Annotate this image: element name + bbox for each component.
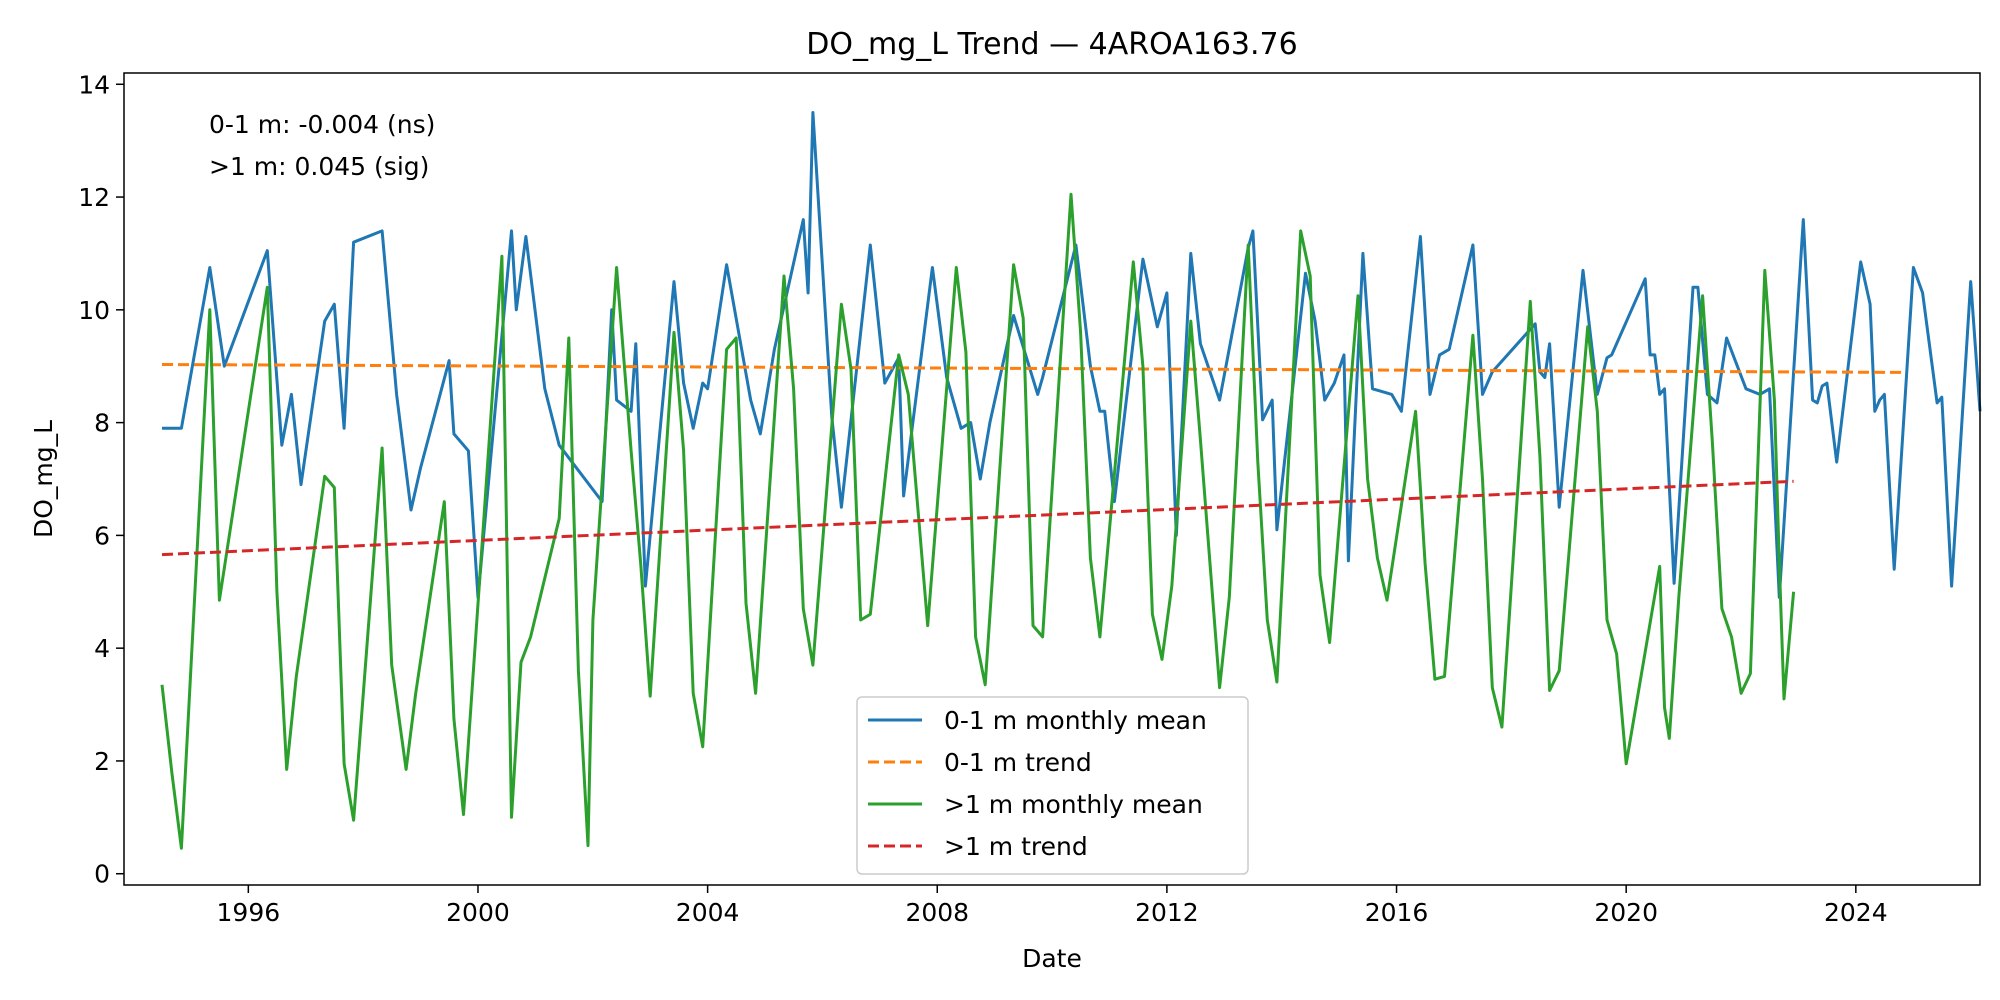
- legend-label-deep-trend: >1 m trend: [944, 832, 1088, 861]
- series-deep-trend: [161, 479, 1794, 557]
- legend-label-deep-mean: >1 m monthly mean: [944, 790, 1203, 819]
- x-tick-label: 2016: [1365, 898, 1429, 927]
- x-axis-label: Date: [1022, 944, 1082, 973]
- legend: 0-1 m monthly mean 0-1 m trend >1 m mont…: [856, 696, 1249, 875]
- y-tick-label: 8: [94, 409, 110, 438]
- y-tick-label: 12: [78, 183, 110, 212]
- plot-frame: [123, 72, 1981, 886]
- x-tick-label: 2008: [905, 898, 969, 927]
- series-layer: [160, 111, 1982, 850]
- x-tick-label: 1996: [217, 898, 281, 927]
- x-tick-label: 2000: [446, 898, 510, 927]
- y-tick-label: 6: [94, 521, 110, 550]
- y-axis-label: DO_mg_L: [29, 420, 58, 538]
- annotation-deep-slope: >1 m: 0.045 (sig): [209, 152, 429, 181]
- annotation-surface-slope: 0-1 m: -0.004 (ns): [209, 110, 435, 139]
- x-tick-label: 2004: [676, 898, 740, 927]
- y-tick-label: 0: [94, 860, 110, 889]
- x-tick-label: 2012: [1135, 898, 1199, 927]
- x-tick-label: 2024: [1824, 898, 1888, 927]
- y-tick-label: 14: [78, 70, 110, 99]
- legend-label-surface-trend: 0-1 m trend: [944, 748, 1092, 777]
- chart-title: DO_mg_L Trend — 4AROA163.76: [806, 27, 1297, 62]
- legend-label-surface-mean: 0-1 m monthly mean: [944, 706, 1207, 735]
- series-deep-mean: [160, 192, 1796, 850]
- series-surface-mean: [162, 111, 1982, 599]
- y-tick-label: 2: [94, 747, 110, 776]
- ticks-layer: 1996 2000 2004 2008 2012 2016 2020 2024 0 2 4 6 8 10 1…: [78, 70, 1887, 927]
- series-surface-trend: [161, 363, 1904, 374]
- y-tick-label: 4: [94, 634, 110, 663]
- x-tick-label: 2020: [1594, 898, 1658, 927]
- legend-box: [856, 696, 1249, 875]
- y-tick-label: 10: [78, 296, 110, 325]
